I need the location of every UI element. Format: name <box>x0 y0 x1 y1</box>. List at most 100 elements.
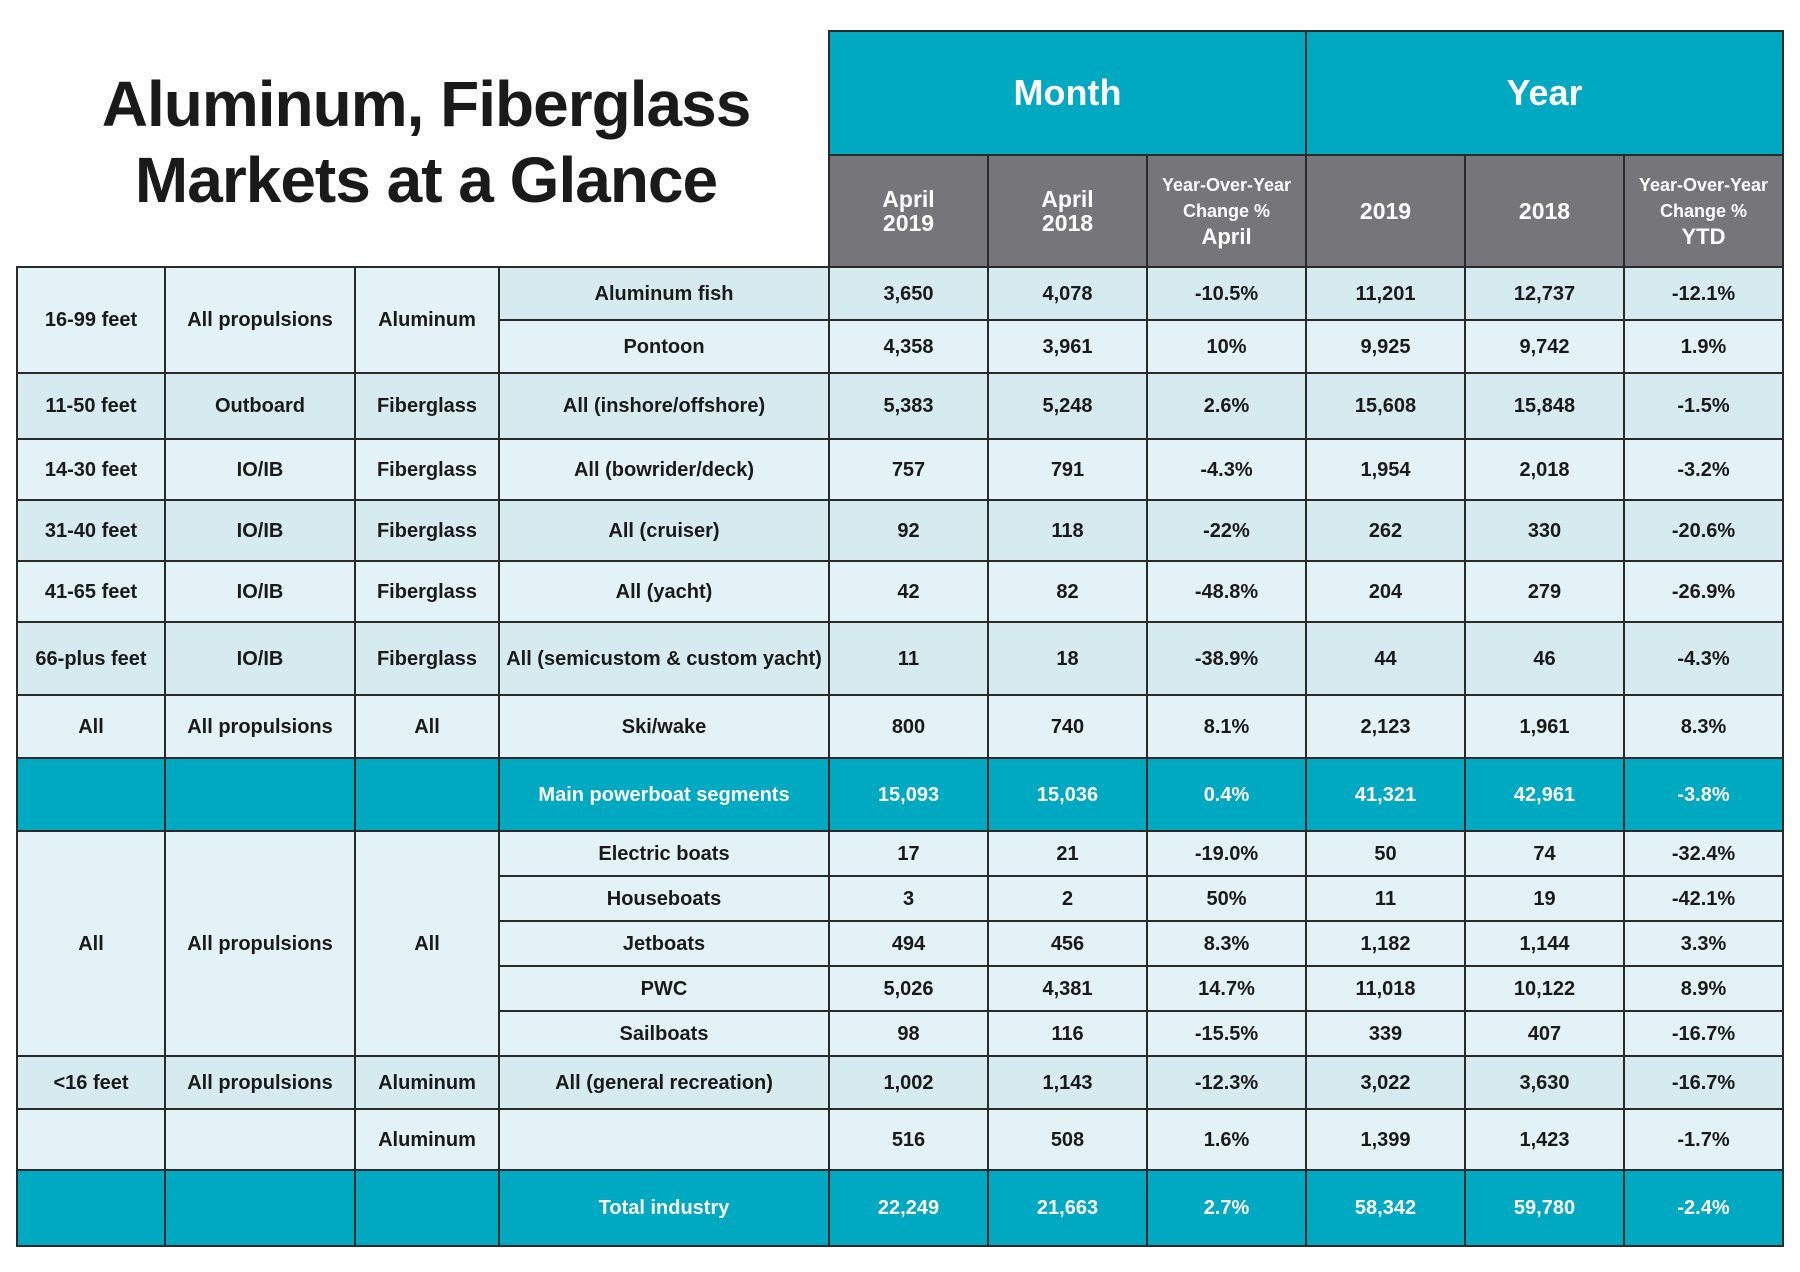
value-cell: 21,663 <box>987 1169 1148 1247</box>
value-cell: 1,143 <box>987 1055 1148 1110</box>
value-cell: 3,650 <box>828 266 989 321</box>
change-cell: 50% <box>1146 875 1307 922</box>
value-cell: 15,608 <box>1305 372 1466 440</box>
propulsion-cell: IO/IB <box>164 438 356 501</box>
subtotal-row: Main powerboat segments 15,093 15,036 0.… <box>16 757 1784 832</box>
value-cell: 279 <box>1464 560 1625 623</box>
size-cell: 11-50 feet <box>16 372 166 440</box>
change-cell: 2.7% <box>1146 1169 1307 1247</box>
table-row: 14-30 feet IO/IB Fiberglass All (bowride… <box>16 438 1784 501</box>
col-april-2018: April 2018 <box>987 154 1148 268</box>
segment-cell: Total industry <box>498 1169 830 1247</box>
table-row: 31-40 feet IO/IB Fiberglass All (cruiser… <box>16 499 1784 562</box>
propulsion-cell: All propulsions <box>164 694 356 759</box>
change-cell: 8.3% <box>1146 920 1307 967</box>
value-cell: 22,249 <box>828 1169 989 1247</box>
material-cell: All <box>354 694 500 759</box>
col-month-change: Year-Over-Year Change % April <box>1146 154 1307 268</box>
col-2019: 2019 <box>1305 154 1466 268</box>
value-cell: 19 <box>1464 875 1625 922</box>
table-row: Houseboats 3 2 50% 11 19 -42.1% <box>17 875 1784 922</box>
year-header: Year <box>1305 30 1784 156</box>
size-cell: 66-plus feet <box>16 621 166 696</box>
value-cell: 1,423 <box>1464 1108 1625 1171</box>
table-row: Sailboats 98 116 -15.5% 339 407 -16.7% <box>17 1010 1784 1057</box>
segment-cell: Jetboats <box>498 920 830 967</box>
propulsion-cell: IO/IB <box>164 560 356 623</box>
value-cell: 4,078 <box>987 266 1148 321</box>
change-cell: -3.8% <box>1623 757 1784 832</box>
propulsion-cell: IO/IB <box>164 621 356 696</box>
value-cell: 791 <box>987 438 1148 501</box>
value-cell: 21 <box>987 830 1148 877</box>
change-cell: -1.5% <box>1623 372 1784 440</box>
material-cell: Fiberglass <box>354 621 500 696</box>
value-cell: 118 <box>987 499 1148 562</box>
material-cell: All <box>354 830 500 1057</box>
change-cell: -12.1% <box>1623 266 1784 321</box>
change-cell: 2.6% <box>1146 372 1307 440</box>
size-cell: All <box>16 694 166 759</box>
title-line-1: Aluminum, Fiberglass <box>101 68 752 140</box>
material-cell: Fiberglass <box>354 499 500 562</box>
change-cell: 0.4% <box>1146 757 1307 832</box>
segment-cell: All (bowrider/deck) <box>498 438 830 501</box>
value-cell: 17 <box>828 830 989 877</box>
value-cell: 41,321 <box>1305 757 1466 832</box>
value-cell: 3,630 <box>1464 1055 1625 1110</box>
value-cell: 1,182 <box>1305 920 1466 967</box>
change-cell: 8.3% <box>1623 694 1784 759</box>
size-cell: 31-40 feet <box>16 499 166 562</box>
value-cell: 74 <box>1464 830 1625 877</box>
segment-cell: Pontoon <box>498 319 830 374</box>
value-cell: 1,961 <box>1464 694 1625 759</box>
value-cell: 11,201 <box>1305 266 1466 321</box>
value-cell: 1,399 <box>1305 1108 1466 1171</box>
table-row: 41-65 feet IO/IB Fiberglass All (yacht) … <box>16 560 1784 623</box>
total-row: Total industry 22,249 21,663 2.7% 58,342… <box>16 1169 1784 1247</box>
value-cell: 15,848 <box>1464 372 1625 440</box>
value-cell: 11 <box>828 621 989 696</box>
table-row: All All propulsions All Electric boats 1… <box>16 830 1784 1057</box>
col-2018: 2018 <box>1464 154 1625 268</box>
size-cell: 14-30 feet <box>16 438 166 501</box>
page-title: Aluminum, Fiberglass Markets at a Glance <box>20 66 832 218</box>
change-cell: -26.9% <box>1623 560 1784 623</box>
value-cell: 339 <box>1305 1010 1466 1057</box>
value-cell: 82 <box>987 560 1148 623</box>
change-cell: -22% <box>1146 499 1307 562</box>
value-cell: 1,144 <box>1464 920 1625 967</box>
value-cell: 1,954 <box>1305 438 1466 501</box>
value-cell: 204 <box>1305 560 1466 623</box>
value-cell: 46 <box>1464 621 1625 696</box>
sales-table: Month Year April 2019 April 2018 Year-Over… <box>16 30 1784 1247</box>
column-header-row: April 2019 April 2018 Year-Over-Year Change… <box>17 154 1784 268</box>
value-cell: 3 <box>828 875 989 922</box>
month-header: Month <box>828 30 1307 156</box>
size-cell: 41-65 feet <box>16 560 166 623</box>
segment-cell: Main powerboat segments <box>498 757 830 832</box>
table-row: Pontoon 4,358 3,961 10% 9,925 9,742 1.9% <box>17 319 1784 374</box>
propulsion-cell: IO/IB <box>164 499 356 562</box>
value-cell: 2 <box>987 875 1148 922</box>
change-cell: -38.9% <box>1146 621 1307 696</box>
change-cell: -48.8% <box>1146 560 1307 623</box>
value-cell: 5,383 <box>828 372 989 440</box>
change-cell: 1.9% <box>1623 319 1784 374</box>
change-cell: 1.6% <box>1146 1108 1307 1171</box>
change-cell: -20.6% <box>1623 499 1784 562</box>
change-cell: -16.7% <box>1623 1010 1784 1057</box>
value-cell: 757 <box>828 438 989 501</box>
segment-cell: All (general recreation) <box>498 1055 830 1110</box>
value-cell: 58,342 <box>1305 1169 1466 1247</box>
change-cell: -32.4% <box>1623 830 1784 877</box>
value-cell: 92 <box>828 499 989 562</box>
change-cell: 8.1% <box>1146 694 1307 759</box>
segment-cell: Houseboats <box>498 875 830 922</box>
col-ytd-change: Year-Over-Year Change % YTD <box>1623 154 1784 268</box>
change-cell: -10.5% <box>1146 266 1307 321</box>
change-cell: -12.3% <box>1146 1055 1307 1110</box>
propulsion-cell: All propulsions <box>164 266 356 374</box>
segment-cell: Ski/wake <box>498 694 830 759</box>
size-cell: 16-99 feet <box>16 266 166 374</box>
